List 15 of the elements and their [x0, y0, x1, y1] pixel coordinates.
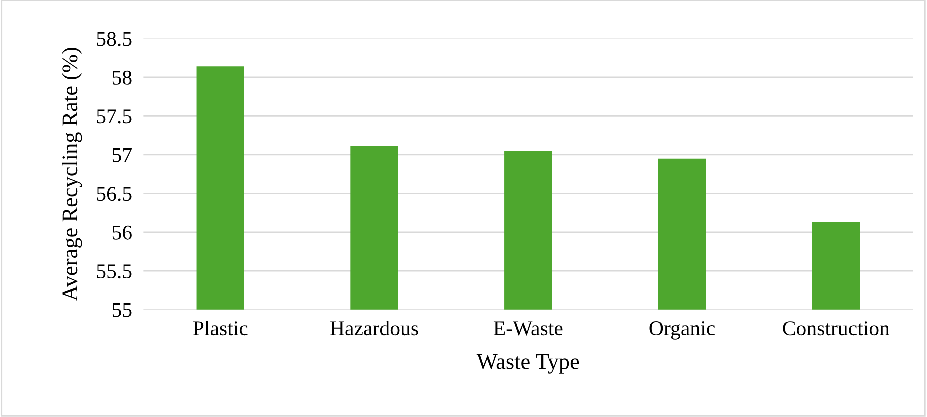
- y-tick-label: 58: [112, 70, 132, 85]
- y-tick-label: 57: [112, 148, 132, 162]
- x-tick-label: Hazardous: [330, 320, 418, 336]
- x-tick-label: Plastic: [193, 320, 248, 336]
- y-tick-label: 58.5: [97, 32, 132, 46]
- y-tick-label: 55: [112, 303, 132, 318]
- y-tick-label: 56: [112, 226, 132, 240]
- x-tick-label: Organic: [650, 322, 715, 340]
- y-tick-label: 57.5: [97, 110, 132, 124]
- y-tick-label: 55.5: [97, 264, 132, 279]
- x-tick-label: Construction: [783, 322, 890, 336]
- x-axis-title: Waste Type: [476, 354, 580, 374]
- x-tick-label: E-Waste: [494, 322, 563, 336]
- y-tick-label: 56.5: [97, 187, 132, 202]
- y-axis-title: Average Recycling Rate (%): [62, 48, 82, 302]
